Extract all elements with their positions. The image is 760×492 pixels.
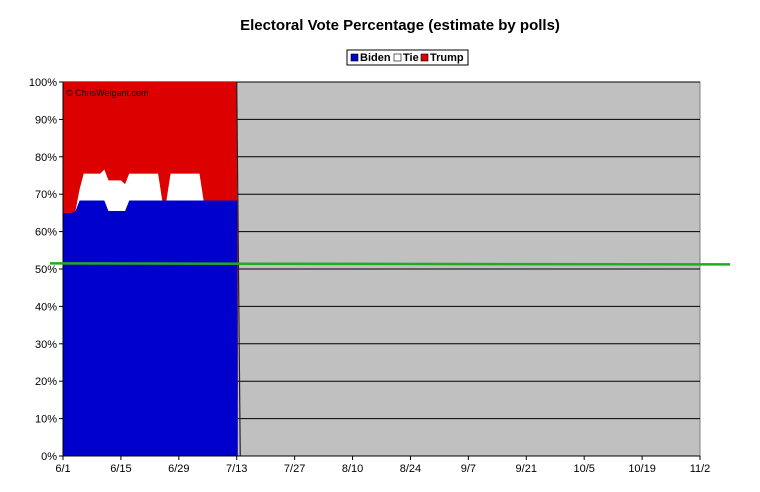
reference-line (49, 262, 731, 266)
x-tick-label: 10/19 (628, 463, 656, 475)
y-tick-label: 30% (35, 339, 57, 351)
area-tie (63, 169, 238, 213)
legend: Biden Tie Trump (346, 49, 469, 66)
y-tick-label: 40% (35, 301, 57, 313)
y-tick-label: 0% (41, 451, 57, 463)
legend-label-trump: Trump (430, 52, 464, 64)
x-tick-label: 8/10 (342, 463, 363, 475)
x-tick-label: 8/24 (400, 463, 421, 475)
x-axis-ticks: 6/1 6/15 6/29 7/13 7/27 8/10 8/24 9/7 9/21 10/5 10… (55, 456, 710, 475)
chart-title: Electoral Vote Percentage (estimate by p… (240, 17, 560, 34)
y-tick-label: 80% (35, 152, 57, 164)
y-tick-label: 60% (35, 227, 57, 239)
x-tick-label: 9/21 (516, 463, 537, 475)
y-tick-label: 20% (35, 376, 57, 388)
y-tick-label: 70% (35, 189, 57, 201)
stacked-areas (63, 81, 241, 457)
legend-label-biden: Biden (360, 52, 391, 64)
x-tick-label: 7/27 (284, 463, 305, 475)
y-axis-ticks: 0% 10% 20% 30% 40% 50% 60% 70% 80% 90% 100% (29, 77, 63, 463)
y-tick-label: 10% (35, 414, 57, 426)
x-tick-label: 10/5 (573, 463, 594, 475)
y-tick-label: 100% (29, 77, 57, 89)
data-end-edge (236, 81, 241, 457)
legend-swatch-biden (350, 53, 359, 62)
legend-box (346, 49, 469, 66)
x-tick-label: 6/29 (168, 463, 189, 475)
x-tick-label: 11/2 (690, 463, 711, 475)
x-tick-label: 6/1 (55, 463, 70, 475)
x-tick-label: 7/13 (226, 463, 247, 475)
y-tick-label: 50% (35, 264, 57, 276)
legend-label-tie: Tie (403, 52, 419, 64)
legend-swatch-trump (420, 53, 429, 62)
legend-swatch-tie (393, 53, 402, 62)
area-biden (63, 200, 238, 456)
x-tick-label: 9/7 (461, 463, 476, 475)
watermark: © ChrisWeigant.com (66, 88, 149, 98)
x-tick-label: 6/15 (110, 463, 131, 475)
y-tick-label: 90% (35, 114, 57, 126)
area-trump (63, 82, 238, 456)
